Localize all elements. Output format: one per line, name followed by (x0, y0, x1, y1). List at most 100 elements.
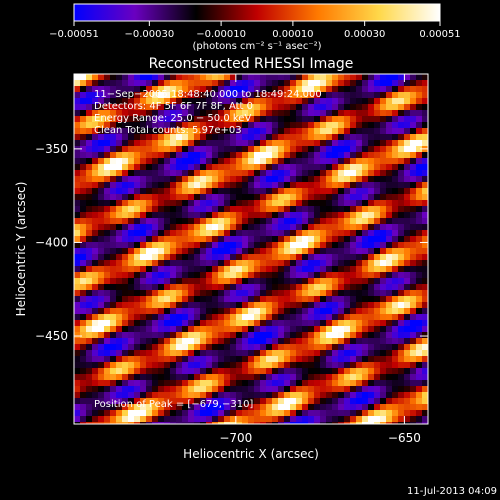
heatmap-cell (356, 170, 363, 177)
colorbar-tick-label: −0.00030 (124, 29, 174, 40)
heatmap-cell (266, 158, 273, 165)
heatmap-cell (92, 212, 99, 219)
heatmap-cell (320, 194, 327, 201)
heatmap-cell (176, 74, 183, 81)
heatmap-cell (362, 200, 369, 207)
heatmap-cell (350, 374, 357, 381)
heatmap-cell (320, 110, 327, 117)
heatmap-cell (200, 236, 207, 243)
heatmap-cell (380, 278, 387, 285)
heatmap-cell (308, 296, 315, 303)
heatmap-cell (266, 296, 273, 303)
heatmap-cell (410, 362, 417, 369)
heatmap-cell (356, 224, 363, 231)
heatmap-cell (410, 98, 417, 105)
heatmap-cell (74, 110, 81, 117)
heatmap-cell (242, 206, 249, 213)
heatmap-cell (248, 122, 255, 129)
heatmap-cell (188, 374, 195, 381)
heatmap-cell (206, 128, 213, 135)
heatmap-cell (134, 368, 141, 375)
heatmap-cell (218, 392, 225, 399)
heatmap-cell (254, 74, 261, 81)
heatmap-cell (188, 116, 195, 123)
heatmap-cell (224, 146, 231, 153)
heatmap-cell (362, 128, 369, 135)
heatmap-cell (332, 368, 339, 375)
heatmap-cell (338, 170, 345, 177)
heatmap-cell (302, 416, 309, 423)
heatmap-cell (176, 410, 183, 417)
heatmap-cell (188, 326, 195, 333)
heatmap-cell (350, 290, 357, 297)
heatmap-cell (242, 218, 249, 225)
heatmap-cell (314, 224, 321, 231)
heatmap-cell (122, 290, 129, 297)
heatmap-cell (416, 158, 423, 165)
heatmap-cell (230, 338, 237, 345)
heatmap-cell (416, 254, 423, 261)
heatmap-cell (74, 170, 81, 177)
heatmap-cell (74, 326, 81, 333)
heatmap-cell (266, 200, 273, 207)
heatmap-cell (194, 368, 201, 375)
heatmap-cell (260, 398, 267, 405)
heatmap-cell (110, 200, 117, 207)
heatmap-cell (416, 308, 423, 315)
heatmap-cell (74, 242, 81, 249)
heatmap-cell (242, 302, 249, 309)
heatmap-cell (104, 86, 111, 93)
heatmap-cell (98, 338, 105, 345)
heatmap-cell (236, 386, 243, 393)
heatmap-cell (248, 188, 255, 195)
heatmap-cell (164, 182, 171, 189)
heatmap-cell (188, 422, 195, 424)
heatmap-cell (266, 164, 273, 171)
heatmap-cell (308, 320, 315, 327)
heatmap-cell (152, 290, 159, 297)
heatmap-cell (248, 314, 255, 321)
heatmap-cell (332, 278, 339, 285)
heatmap-cell (272, 122, 279, 129)
heatmap-cell (356, 140, 363, 147)
heatmap-cell (362, 320, 369, 327)
heatmap-cell (206, 422, 213, 424)
heatmap-cell (98, 392, 105, 399)
heatmap-cell (356, 260, 363, 267)
heatmap-cell (224, 422, 231, 424)
heatmap-cell (410, 392, 417, 399)
heatmap-cell (194, 356, 201, 363)
heatmap-cell (278, 356, 285, 363)
heatmap-cell (302, 422, 309, 424)
heatmap-cell (260, 164, 267, 171)
heatmap-cell (344, 236, 351, 243)
heatmap-cell (260, 356, 267, 363)
heatmap-cell (386, 176, 393, 183)
heatmap-cell (332, 116, 339, 123)
heatmap-cell (122, 164, 129, 171)
heatmap-cell (146, 188, 153, 195)
heatmap-cell (164, 284, 171, 291)
heatmap-cell (158, 260, 165, 267)
heatmap-cell (242, 158, 249, 165)
heatmap-cell (374, 386, 381, 393)
heatmap-cell (236, 212, 243, 219)
heatmap-cell (248, 236, 255, 243)
heatmap-cell (98, 146, 105, 153)
heatmap-cell (374, 242, 381, 249)
heatmap-cell (122, 134, 129, 141)
heatmap-cell (404, 332, 411, 339)
heatmap-cell (242, 182, 249, 189)
heatmap-cell (134, 338, 141, 345)
heatmap-cell (170, 386, 177, 393)
heatmap-cell (272, 284, 279, 291)
heatmap-cell (272, 392, 279, 399)
heatmap-cell (242, 416, 249, 423)
heatmap-cell (110, 122, 117, 129)
heatmap-cell (326, 266, 333, 273)
heatmap-cell (356, 164, 363, 171)
heatmap-cell (224, 356, 231, 363)
heatmap-cell (146, 236, 153, 243)
heatmap-cell (404, 134, 411, 141)
heatmap-cell (374, 122, 381, 129)
